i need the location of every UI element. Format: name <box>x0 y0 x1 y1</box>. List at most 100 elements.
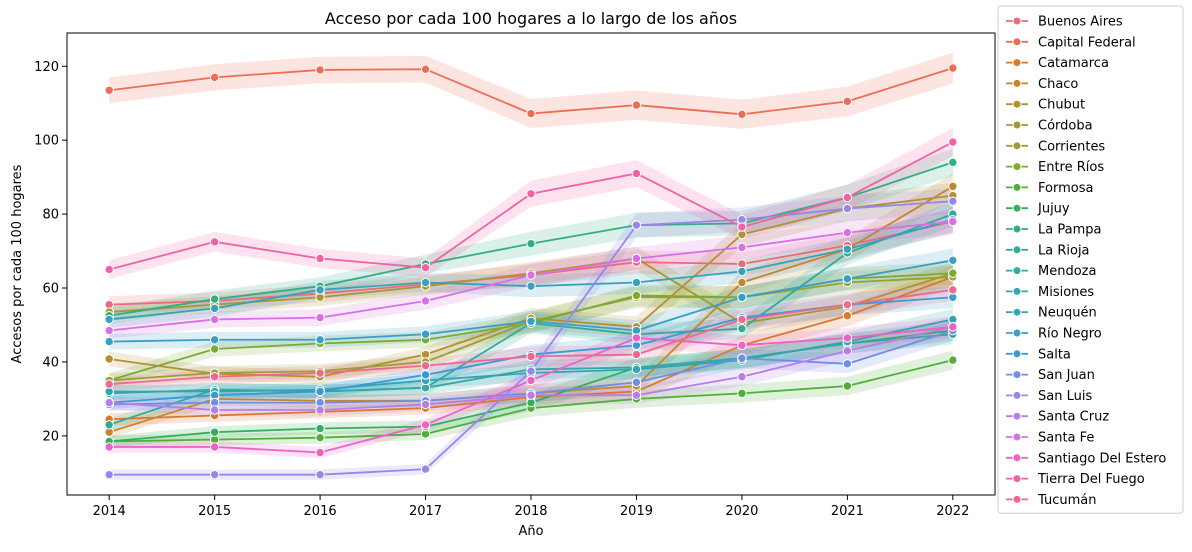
band-mendoza <box>109 324 953 401</box>
band-tierra-del-fuego <box>109 128 953 279</box>
point-rio-negro-2018 <box>526 316 536 326</box>
point-santa-cruz-2015 <box>209 405 220 415</box>
legend-entry: Salta <box>1006 347 1071 362</box>
point-tierra-del-fuego-2017 <box>420 262 431 273</box>
point-la-pampa-2015 <box>209 294 220 304</box>
point-neuquen-2015 <box>209 303 220 314</box>
point-san-luis-2022 <box>948 196 958 206</box>
x-tick-label: 2022 <box>936 504 969 519</box>
legend-entry: Jujuy <box>1006 202 1070 217</box>
point-neuquen-2017 <box>420 277 431 288</box>
y-axis: 20 40 60 80 100 120 <box>34 60 67 444</box>
x-tick-label: 2021 <box>831 504 864 519</box>
legend-entry: Capital Federal <box>1006 35 1136 50</box>
y-tick-label: 40 <box>42 355 59 370</box>
point-formosa-2016 <box>315 433 325 443</box>
point-rio-negro-2014 <box>104 336 114 347</box>
legend-marker <box>1012 203 1022 213</box>
point-entre-rios-2015 <box>209 344 220 354</box>
band-formosa <box>109 350 953 448</box>
point-santa-fe-2016 <box>315 312 325 323</box>
band-san-luis <box>109 188 953 480</box>
legend-marker <box>1012 453 1022 463</box>
point-santa-fe-2020 <box>737 242 747 253</box>
band-la-pampa <box>109 148 953 325</box>
x-tick-label: 2019 <box>620 504 653 519</box>
point-tucuman-2021 <box>842 299 853 310</box>
point-rio-negro-2022 <box>948 255 958 266</box>
x-tick-label: 2016 <box>304 504 337 519</box>
legend-marker <box>1012 245 1022 255</box>
legend-label: Tucumán <box>1037 493 1096 508</box>
legend-label: Córdoba <box>1038 119 1093 134</box>
legend-marker <box>1012 78 1022 88</box>
point-formosa-2020 <box>737 388 747 399</box>
x-tick-label: 2015 <box>198 504 231 519</box>
point-santiago-del-estero-2016 <box>315 447 325 458</box>
legend-entry: Tucumán <box>1006 493 1096 508</box>
legend-entry: Chaco <box>1006 77 1078 92</box>
band-santiago-del-estero <box>109 316 953 459</box>
legend-entry: Formosa <box>1006 181 1093 196</box>
legend-entry: Catamarca <box>1006 56 1109 71</box>
x-axis: 2014 2015 2016 2017 2018 2019 2020 2021 2022 <box>93 495 969 519</box>
legend-entry: Chubut <box>1006 98 1085 113</box>
legend-marker <box>1012 182 1022 192</box>
legend-entry: Santa Fe <box>1006 431 1094 446</box>
point-santa-cruz-2019 <box>631 390 642 400</box>
legend-marker <box>1012 370 1022 380</box>
point-rio-negro-2021 <box>842 274 853 284</box>
point-chaco-2020 <box>737 277 747 288</box>
point-tucuman-2020 <box>737 314 747 325</box>
point-santa-cruz-2018 <box>526 390 536 400</box>
point-neuquen-2018 <box>526 281 536 291</box>
y-tick-label: 60 <box>42 282 59 297</box>
legend-label: La Rioja <box>1038 243 1090 258</box>
legend-marker <box>1012 58 1022 68</box>
point-santiago-del-estero-2015 <box>209 442 220 452</box>
legend-label: Neuquén <box>1038 306 1097 321</box>
x-tick-label: 2017 <box>409 504 442 519</box>
point-tierra-del-fuego-2019 <box>631 168 642 179</box>
legend-marker <box>1012 307 1022 317</box>
point-tucuman-2022 <box>948 285 958 295</box>
legend-entry: Mendoza <box>1006 264 1096 279</box>
point-san-luis-2016 <box>315 469 325 480</box>
legend-label: Salta <box>1038 347 1071 362</box>
legend: Buenos Aires Capital Federal Catamarca Chac… <box>997 5 1184 514</box>
point-santa-fe-2021 <box>842 227 853 238</box>
point-santiago-del-estero-2014 <box>104 442 114 452</box>
point-neuquen-2020 <box>737 266 747 277</box>
legend-label: Catamarca <box>1038 56 1109 71</box>
legend-box <box>997 5 1184 514</box>
point-rio-negro-2017 <box>420 329 431 339</box>
legend-label: La Pampa <box>1038 223 1101 238</box>
legend-label: Corrientes <box>1038 139 1105 154</box>
point-salta-2017 <box>420 370 431 380</box>
legend-label: Buenos Aires <box>1038 15 1123 30</box>
legend-label: Río Negro <box>1038 327 1102 342</box>
point-rio-negro-2016 <box>315 335 325 345</box>
point-santiago-del-estero-2022 <box>948 322 958 332</box>
point-san-luis-2017 <box>420 464 431 474</box>
point-rio-negro-2020 <box>737 292 747 302</box>
legend-marker <box>1012 141 1022 151</box>
point-santiago-del-estero-2020 <box>737 340 747 351</box>
point-tucuman-2015 <box>209 372 220 382</box>
legend-entry: La Rioja <box>1006 243 1090 258</box>
point-formosa-2021 <box>842 381 853 391</box>
legend-entry: Neuquén <box>1006 306 1097 321</box>
point-san-luis-2019 <box>631 220 642 230</box>
point-entre-rios-2022 <box>948 268 958 278</box>
legend-entry: Córdoba <box>1006 119 1093 134</box>
x-tick-label: 2020 <box>725 504 758 519</box>
y-axis-label: Accesos por cada 100 hogares <box>10 164 25 363</box>
point-santa-fe-2019 <box>631 253 642 264</box>
point-santa-fe-2014 <box>104 325 114 336</box>
point-formosa-2022 <box>948 355 958 365</box>
point-la-pampa-2018 <box>526 238 536 249</box>
x-tick-label: 2014 <box>93 504 126 519</box>
point-capital-federal-2021 <box>842 96 853 107</box>
legend-entry: San Juan <box>1006 368 1095 383</box>
legend-marker <box>1012 494 1022 504</box>
